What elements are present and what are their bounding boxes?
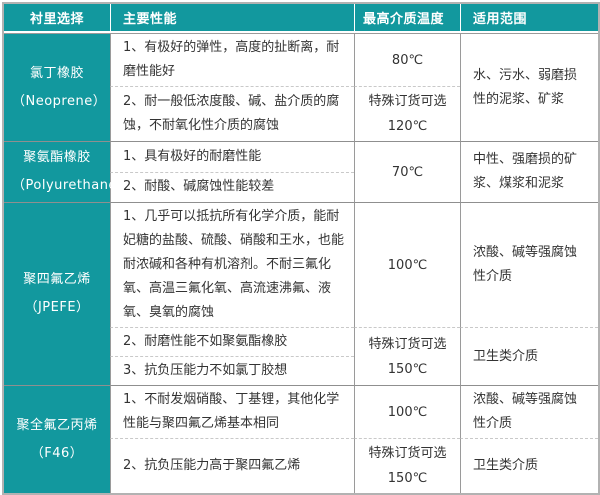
cell-performance: 3、抗负压能力不如氯丁胶想: [110, 357, 354, 386]
cell-range: 浓酸、碱等强腐蚀性介质: [460, 203, 598, 328]
material-name-en: （Neoprene）: [12, 93, 107, 109]
table-row: 氯丁橡胶 （Neoprene） 1、有极好的弹性，高度的扯断离，耐磨性能好 80…: [4, 33, 598, 142]
material-name-en: （JPEFE）: [24, 300, 90, 315]
cell-material-neoprene: 氯丁橡胶 （Neoprene）: [4, 33, 110, 142]
cell-temperature: 特殊订货可选 120℃: [354, 87, 460, 142]
header-main-performance: 主要性能: [110, 4, 354, 33]
cell-performance: 1、有极好的弹性，高度的扯断离，耐磨性能好: [110, 33, 354, 87]
cell-performance: 1、不耐发烟硝酸、丁基锂，其他化学性能与聚四氟乙烯基本相同: [110, 386, 354, 439]
header-max-medium-temperature: 最高介质温度: [354, 4, 460, 33]
material-name-en: （Polyurethane）: [12, 178, 131, 193]
cell-material-f46: 聚全氟乙丙烯 （F46）: [4, 386, 110, 493]
cell-temperature: 特殊订货可选 150℃: [354, 328, 460, 386]
cell-range: 浓酸、碱等强腐蚀性介质: [460, 386, 598, 439]
table-row: 聚氨酯橡胶 （Polyurethane） 1、具有极好的耐磨性能 70℃ 中性、…: [4, 142, 598, 203]
material-name-cn: 聚氨酯橡胶: [23, 150, 91, 165]
cell-temperature: 特殊订货可选 150℃: [354, 439, 460, 493]
cell-performance: 1、具有极好的耐磨性能: [110, 142, 354, 173]
temp-note: 特殊订货可选: [368, 446, 447, 461]
cell-temperature: 80℃: [354, 33, 460, 87]
header-applicable-range: 适用范围: [460, 4, 598, 33]
table-row: 聚四氟乙烯 （JPEFE） 1、几乎可以抵抗所有化学介质，能耐妃糖的盐酸、硫酸、…: [4, 203, 598, 386]
material-name-cn: 聚全氟乙丙烯: [16, 417, 98, 433]
temp-value: 150℃: [387, 471, 428, 486]
cell-performance: 2、耐一般低浓度酸、碱、盐介质的腐蚀，不耐氧化性介质的腐蚀: [110, 87, 354, 142]
table-row: 2、耐磨性能不如聚氨酯橡胶 特殊订货可选 150℃ 卫生类介质: [4, 328, 598, 386]
cell-performance: 2、耐酸、碱腐蚀性能较差: [110, 172, 354, 203]
cell-temperature: 70℃: [354, 142, 460, 203]
cell-performance: 1、几乎可以抵抗所有化学介质，能耐妃糖的盐酸、硫酸、硝酸和王水，也能耐浓碱和各种…: [110, 203, 354, 328]
cell-temperature: 100℃: [354, 386, 460, 439]
table-row: 聚全氟乙丙烯 （F46） 1、不耐发烟硝酸、丁基锂，其他化学性能与聚四氟乙烯基本…: [4, 386, 598, 493]
header-lining-selection: 衬里选择: [4, 4, 110, 33]
temp-note: 特殊订货可选: [368, 94, 447, 109]
table-row: 3、抗负压能力不如氯丁胶想: [4, 357, 598, 386]
material-name-cn: 氯丁橡胶: [29, 65, 84, 81]
temp-value: 120℃: [387, 119, 428, 134]
cell-range: 卫生类介质: [460, 328, 598, 386]
cell-performance: 2、抗负压能力高于聚四氟乙烯: [110, 439, 354, 493]
cell-material-ptfe: 聚四氟乙烯 （JPEFE）: [4, 203, 110, 386]
table-row: 2、耐酸、碱腐蚀性能较差: [4, 172, 598, 203]
material-name-cn: 聚四氟乙烯: [23, 272, 91, 287]
table-row: 2、耐一般低浓度酸、碱、盐介质的腐蚀，不耐氧化性介质的腐蚀 特殊订货可选 120…: [4, 87, 598, 142]
temp-note: 特殊订货可选: [368, 336, 447, 352]
cell-performance: 2、耐磨性能不如聚氨酯橡胶: [110, 328, 354, 357]
cell-temperature: 100℃: [354, 203, 460, 328]
material-name-en: （F46）: [30, 445, 84, 461]
cell-range: 水、污水、弱磨损性的泥浆、矿浆: [460, 33, 598, 142]
cell-material-polyurethane: 聚氨酯橡胶 （Polyurethane）: [4, 142, 131, 203]
temp-value: 150℃: [387, 361, 428, 377]
cell-range: 卫生类介质: [460, 439, 598, 493]
cell-range: 中性、强磨损的矿浆、煤浆和泥浆: [460, 142, 598, 203]
header-row: 衬里选择 主要性能 最高介质温度 适用范围: [4, 4, 598, 33]
